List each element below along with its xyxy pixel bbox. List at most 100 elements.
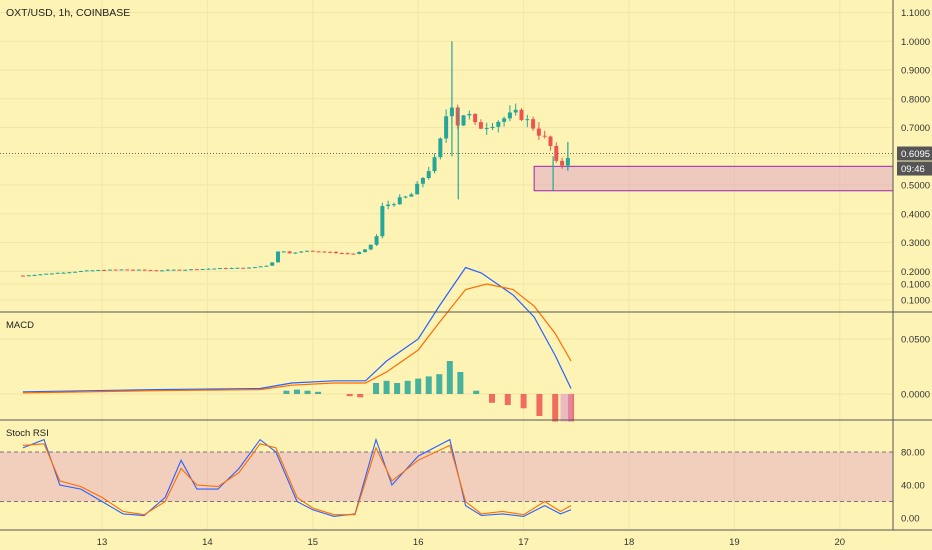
candle-body bbox=[171, 269, 176, 271]
candle-body bbox=[490, 126, 495, 129]
candle-body bbox=[305, 250, 310, 252]
candle-body bbox=[391, 204, 396, 206]
candle-body bbox=[333, 251, 338, 254]
macd-histogram-bar bbox=[315, 391, 322, 394]
candle-body bbox=[26, 275, 31, 277]
price-tick-label: 0.1000 bbox=[901, 296, 930, 307]
macd-histogram-bar bbox=[536, 394, 543, 416]
stoch-line bbox=[22, 437, 572, 517]
macd-histogram-bar bbox=[552, 394, 559, 422]
candle-body bbox=[61, 272, 66, 274]
candle-body bbox=[362, 249, 367, 253]
candle-body bbox=[386, 204, 391, 207]
macd-histogram-bar bbox=[357, 394, 364, 398]
candle-body bbox=[409, 194, 414, 197]
candle-body bbox=[258, 266, 263, 268]
candle-body bbox=[38, 274, 43, 276]
candle-body bbox=[548, 136, 553, 146]
price-tick-label: 0.7000 bbox=[901, 123, 930, 134]
stoch-tick-label: 40.00 bbox=[901, 481, 925, 492]
macd-histogram-bar bbox=[346, 394, 353, 397]
macd-panel-label: MACD bbox=[6, 320, 34, 331]
candle-body bbox=[496, 121, 501, 127]
macd-histogram-bar bbox=[473, 390, 480, 394]
candle-body bbox=[235, 267, 240, 269]
candle-body bbox=[131, 269, 136, 271]
price-tick-label: 1.1000 bbox=[901, 8, 930, 19]
countdown-label: 09:46 bbox=[901, 164, 925, 175]
candle-body bbox=[287, 251, 292, 254]
candle-body bbox=[49, 273, 54, 275]
last-price-badge bbox=[897, 146, 932, 161]
macd-histogram-bar bbox=[283, 390, 290, 394]
candle-body bbox=[189, 269, 194, 271]
candle-body bbox=[507, 112, 512, 119]
candle-body bbox=[73, 271, 78, 273]
candle-body bbox=[125, 269, 130, 271]
candle-body bbox=[444, 116, 449, 139]
candle-body bbox=[368, 244, 373, 250]
candle-body bbox=[380, 206, 385, 237]
stoch-tick-label: 80.00 bbox=[901, 448, 925, 459]
macd-histogram-bar bbox=[373, 383, 380, 394]
candle-body bbox=[119, 269, 124, 271]
candle-body bbox=[218, 268, 223, 270]
countdown-badge bbox=[897, 161, 932, 176]
candle-body bbox=[44, 273, 49, 275]
candle-body bbox=[322, 251, 327, 253]
candle-body bbox=[281, 251, 286, 253]
candle-body bbox=[148, 270, 153, 272]
candle-body bbox=[467, 113, 472, 116]
last-price-label: 0.6095 bbox=[901, 149, 930, 160]
candle-body bbox=[20, 275, 25, 277]
macd-histogram-bar bbox=[404, 380, 411, 394]
candle-body bbox=[96, 270, 101, 272]
candle-body bbox=[461, 115, 466, 126]
time-tick-label: 16 bbox=[413, 537, 424, 548]
macd-tick-label: 0.1000 bbox=[901, 280, 930, 291]
candle-body bbox=[113, 269, 118, 271]
candle-body bbox=[177, 269, 182, 271]
candle-body bbox=[397, 197, 402, 205]
macd-histogram-highlight bbox=[560, 394, 573, 422]
candle-body bbox=[293, 252, 298, 254]
macd-histogram-bar bbox=[457, 372, 464, 394]
macd-histogram-bar bbox=[394, 383, 401, 394]
time-tick-label: 14 bbox=[202, 537, 213, 548]
candlestick-series bbox=[20, 41, 570, 277]
candle-body bbox=[142, 269, 147, 271]
time-tick-label: 13 bbox=[97, 537, 108, 548]
chart-title: OXT/USD, 1h, COINBASE bbox=[6, 7, 130, 19]
time-tick-label: 15 bbox=[308, 537, 319, 548]
candle-body bbox=[339, 253, 344, 255]
macd-histogram-bar bbox=[504, 394, 511, 405]
time-tick-label: 17 bbox=[518, 537, 529, 548]
candle-body bbox=[183, 269, 188, 271]
candle-body bbox=[478, 122, 483, 129]
candle-body bbox=[247, 267, 252, 269]
candle-body bbox=[154, 270, 159, 272]
candle-body bbox=[206, 268, 211, 270]
candle-body bbox=[432, 157, 437, 172]
candle-body bbox=[107, 269, 112, 271]
candle-body bbox=[276, 251, 281, 263]
candle-body bbox=[241, 267, 246, 269]
candle-body bbox=[136, 269, 141, 271]
price-tick-label: 0.4000 bbox=[901, 209, 930, 220]
time-tick-label: 20 bbox=[835, 537, 846, 548]
stoch-rsi-panel-label: Stoch RSI bbox=[6, 428, 49, 439]
candle-body bbox=[67, 272, 72, 274]
macd-histogram-bar bbox=[436, 374, 443, 394]
candle-body bbox=[484, 128, 489, 130]
candle-body bbox=[270, 262, 275, 266]
candle-body bbox=[420, 177, 425, 184]
macd-histogram-bar bbox=[415, 378, 422, 394]
macd-histogram-bar bbox=[383, 380, 390, 394]
candle-body bbox=[513, 109, 518, 113]
candle-body bbox=[229, 268, 234, 270]
candle-body bbox=[252, 267, 257, 269]
candle-body bbox=[160, 270, 165, 272]
